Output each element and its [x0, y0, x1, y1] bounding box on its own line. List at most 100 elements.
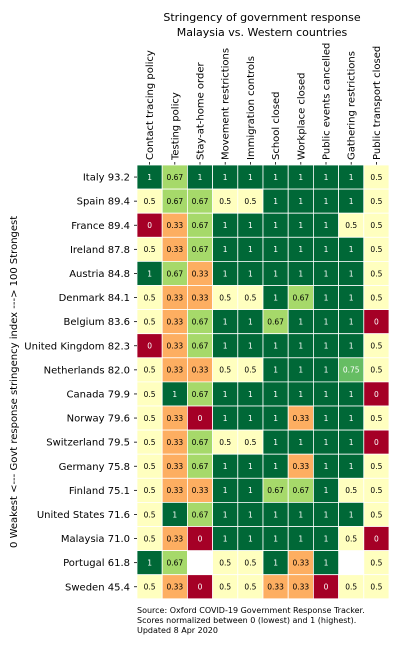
cell-value: 0.5	[144, 390, 156, 399]
cell-value: 0.5	[244, 293, 256, 302]
cell-value: 1	[349, 462, 354, 471]
cell-value: 0.67	[192, 462, 209, 471]
cell-value: 0.5	[370, 245, 382, 254]
row-label: Finland 75.1	[69, 486, 130, 497]
heatmap-cell	[237, 164, 264, 190]
heatmap-cell	[136, 333, 163, 359]
cell-value: 1	[349, 390, 354, 399]
cell-value: 1	[223, 317, 228, 326]
cell-value: 1	[223, 534, 228, 543]
heatmap-cell	[237, 574, 264, 600]
cell-value: 0.5	[345, 486, 357, 495]
cell-value: 0	[324, 583, 329, 592]
cell-value: 1	[273, 173, 278, 182]
cell-value: 0.5	[370, 462, 382, 471]
chart-subtitle: Malaysia vs. Western countries	[177, 26, 348, 39]
cell-value: 1	[298, 438, 303, 447]
heatmap-cell	[363, 477, 390, 503]
column-label: School closed	[271, 92, 282, 160]
cell-value: 1	[273, 269, 278, 278]
column-labels: Contact tracing policy Testing policy Stay…	[145, 43, 383, 165]
heatmap-cell	[212, 285, 239, 311]
cell-value: 0.33	[166, 438, 183, 447]
cell-value: 0.5	[219, 583, 231, 592]
cell-value: 1	[273, 414, 278, 423]
heatmap-cell	[287, 236, 314, 262]
heatmap-cell	[136, 381, 163, 407]
cell-value: 0.67	[267, 317, 284, 326]
heatmap-cell	[363, 357, 390, 383]
cell-value: 0.33	[166, 342, 183, 351]
column-label: Workplace closed	[296, 72, 307, 160]
cell-value: 1	[223, 510, 228, 519]
cell-value: 1	[298, 366, 303, 375]
cell-value: 0.67	[292, 486, 309, 495]
heatmap-cell	[237, 429, 264, 455]
heatmap-cell	[262, 260, 289, 286]
cell-value: 1	[223, 390, 228, 399]
heatmap-cell	[312, 405, 339, 431]
cell-value: 1	[324, 197, 329, 206]
cell-value: 0.75	[343, 366, 360, 375]
cell-value: 1	[324, 486, 329, 495]
cell-value: 0.5	[144, 462, 156, 471]
cell-value: 0.5	[370, 366, 382, 375]
cell-value: 0.5	[244, 438, 256, 447]
heatmap-cell	[237, 333, 264, 359]
cell-value: 0.5	[345, 583, 357, 592]
cell-value: 1	[273, 366, 278, 375]
cell-value: 0.33	[166, 462, 183, 471]
cell-value: 0.5	[219, 293, 231, 302]
heatmap-cell	[237, 188, 264, 214]
cell-value: 1	[248, 462, 253, 471]
heatmap-cell	[312, 285, 339, 311]
heatmap-cell	[212, 429, 239, 455]
heatmap-cell	[312, 212, 339, 238]
heatmap-cell	[262, 429, 289, 455]
heatmap-cell	[363, 381, 390, 407]
cell-value: 1	[324, 221, 329, 230]
cell-value: 1	[324, 438, 329, 447]
cell-value: 0.67	[267, 486, 284, 495]
heatmap-cell	[338, 501, 365, 527]
row-label: Canada 79.9	[67, 389, 131, 400]
cell-value: 1	[248, 317, 253, 326]
heatmap-cell	[363, 164, 390, 190]
heatmap-cell	[186, 574, 213, 600]
heatmap-cell	[287, 453, 314, 479]
column-label: Public events cancelled	[322, 43, 333, 160]
cell-value: 1	[223, 269, 228, 278]
heatmap-cell	[338, 574, 365, 600]
column-label: Immigration controls	[246, 56, 257, 160]
cell-value: 0.67	[192, 342, 209, 351]
heatmap-cell	[363, 574, 390, 600]
heatmap-cell	[237, 405, 264, 431]
cell-value: 1	[248, 173, 253, 182]
cell-value: 0.33	[166, 245, 183, 254]
cell-value: 1	[349, 510, 354, 519]
cell-value: 0	[374, 390, 379, 399]
cell-value: 1	[147, 173, 152, 182]
heatmap-cell	[212, 164, 239, 190]
heatmap-cell	[312, 501, 339, 527]
column-label: Movement restrictions	[221, 48, 232, 160]
heatmap-cell	[136, 526, 163, 552]
cell-value: 0.5	[370, 197, 382, 206]
cell-value: 0	[374, 534, 379, 543]
cell-value: 0.5	[244, 197, 256, 206]
cell-value: 1	[349, 414, 354, 423]
cell-value: 0.5	[370, 173, 382, 182]
heatmap-cell	[136, 477, 163, 503]
heatmap-cell	[186, 526, 213, 552]
footnote-line: Scores normalized between 0 (lowest) and…	[137, 616, 356, 625]
heatmap-cell	[186, 405, 213, 431]
cell-value: 1	[172, 390, 177, 399]
cell-value: 0.33	[192, 366, 209, 375]
cell-value: 0	[374, 438, 379, 447]
cell-value: 1	[248, 221, 253, 230]
heatmap-cell	[312, 236, 339, 262]
cell-value: 1	[273, 510, 278, 519]
cell-value: 0.67	[192, 317, 209, 326]
column-label: Public transport closed	[372, 46, 383, 160]
row-label: Netherlands 82.0	[44, 365, 130, 376]
